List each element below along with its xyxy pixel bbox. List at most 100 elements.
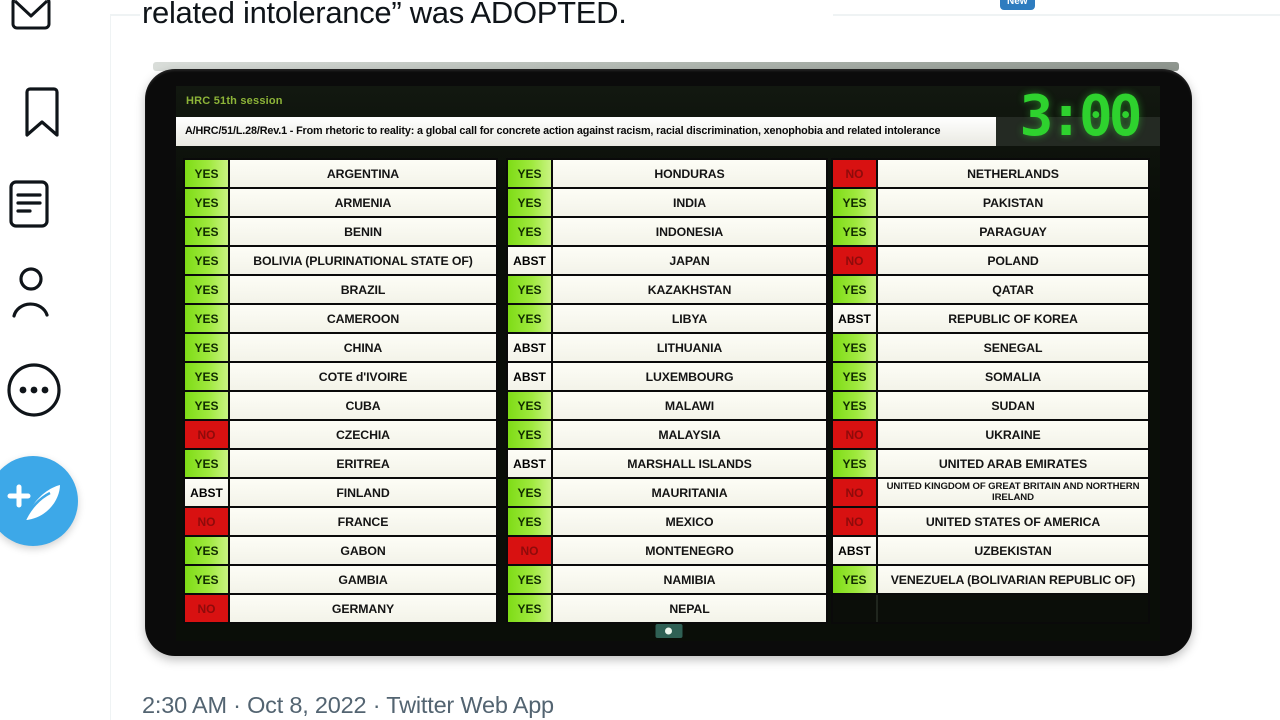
country-cell: VENEZUELA (BOLIVARIAN REPUBLIC OF) [878,566,1148,593]
vote-row: YES CUBA [185,392,496,421]
country-cell: NEPAL [553,595,826,622]
country-cell: MEXICO [553,508,826,535]
voting-board-screen: HRC 51th session A/HRC/51/L.28/Rev.1 - F… [176,86,1160,641]
vote-cell: YES [508,421,553,448]
vote-column-1: YES ARGENTINA YES ARMENIA YES BENIN YES BOLIVIA… [183,158,498,624]
vote-row: YES ARMENIA [185,189,496,218]
country-cell: UZBEKISTAN [878,537,1148,564]
vote-cell: YES [185,363,230,390]
vote-row: YES PARAGUAY [833,218,1148,247]
country-cell: LITHUANIA [553,334,826,361]
country-cell: CHINA [230,334,496,361]
vote-cell: ABST [508,247,553,274]
vote-row: ABST MARSHALL ISLANDS [508,450,826,479]
vote-row: ABST UZBEKISTAN [833,537,1148,566]
compose-feather-icon [7,484,60,523]
tweet-text: related intolerance” was ADOPTED. [142,0,627,30]
country-cell: GAMBIA [230,566,496,593]
country-cell: UKRAINE [878,421,1148,448]
profile-icon[interactable] [11,266,49,324]
vote-cell: YES [185,537,230,564]
country-cell: MAURITANIA [553,479,826,506]
vote-row: NO GERMANY [185,595,496,622]
vote-row: YES BENIN [185,218,496,247]
new-badge[interactable]: New [1000,0,1035,10]
country-cell: GERMANY [230,595,496,622]
vote-row: YES MALAYSIA [508,421,826,450]
vote-row: YES MALAWI [508,392,826,421]
lists-icon[interactable] [9,178,49,230]
top-divider [110,14,140,16]
vote-cell: YES [833,450,878,477]
country-cell: ARMENIA [230,189,496,216]
vote-row: NO UNITED KINGDOM OF GREAT BRITAIN AND NO… [833,479,1148,508]
vote-row: YES BRAZIL [185,276,496,305]
country-cell: ERITREA [230,450,496,477]
country-cell: FINLAND [230,479,496,506]
country-cell: NETHERLANDS [878,160,1148,187]
vote-cell: YES [185,450,230,477]
vote-row: ABST FINLAND [185,479,496,508]
country-cell: UNITED ARAB EMIRATES [878,450,1148,477]
country-cell: POLAND [878,247,1148,274]
vote-row: YES CAMEROON [185,305,496,334]
video-frame[interactable]: HRC 51th session A/HRC/51/L.28/Rev.1 - F… [145,69,1192,656]
country-cell: CUBA [230,392,496,419]
country-cell: COTE d'IVOIRE [230,363,496,390]
top-divider [833,14,1280,16]
vote-row: ABST LUXEMBOURG [508,363,826,392]
vote-row: YES VENEZUELA (BOLIVARIAN REPUBLIC OF) [833,566,1148,595]
vote-cell: YES [833,218,878,245]
compose-tweet-button[interactable] [0,456,78,546]
resolution-title: A/HRC/51/L.28/Rev.1 - From rhetoric to r… [176,117,996,146]
vote-cell: YES [185,276,230,303]
country-cell: BRAZIL [230,276,496,303]
country-cell: NAMIBIA [553,566,826,593]
country-cell: FRANCE [230,508,496,535]
vote-cell: YES [185,334,230,361]
vote-row: YES PAKISTAN [833,189,1148,218]
country-cell: UNITED KINGDOM OF GREAT BRITAIN AND NORT… [878,479,1148,506]
vote-cell: NO [508,537,553,564]
vote-cell: YES [508,508,553,535]
vote-row: YES ERITREA [185,450,496,479]
vote-cell: YES [185,160,230,187]
vote-cell: YES [508,392,553,419]
vote-cell: YES [833,566,878,593]
timer-band [996,117,1160,146]
vote-row: YES GAMBIA [185,566,496,595]
vote-cell: ABST [508,363,553,390]
vote-cell: YES [185,247,230,274]
vote-row: YES QATAR [833,276,1148,305]
vote-cell: YES [833,276,878,303]
vote-row: YES SENEGAL [833,334,1148,363]
vote-cell: YES [833,189,878,216]
vote-row: YES SOMALIA [833,363,1148,392]
vote-cell: NO [833,421,878,448]
country-cell: PARAGUAY [878,218,1148,245]
vote-row: NO POLAND [833,247,1148,276]
vote-cell: YES [508,305,553,332]
vote-cell: NO [185,421,230,448]
messages-icon[interactable] [11,0,51,34]
country-cell: CAMEROON [230,305,496,332]
country-cell: ARGENTINA [230,160,496,187]
vote-row: YES NEPAL [508,595,826,622]
vote-cell: ABST [833,537,878,564]
vote-cell: YES [508,218,553,245]
vote-row: NO UNITED STATES OF AMERICA [833,508,1148,537]
vote-cell: YES [185,566,230,593]
vote-row: NO NETHERLANDS [833,160,1148,189]
vote-table: YES ARGENTINA YES ARMENIA YES BENIN YES BOLIVIA… [183,158,1150,624]
vote-cell: NO [185,508,230,535]
vote-row: YES COTE d'IVOIRE [185,363,496,392]
vote-row: YES UNITED ARAB EMIRATES [833,450,1148,479]
vote-column-2: YES HONDURAS YES INDIA YES INDONESIA ABST JAPAN… [506,158,828,624]
vote-cell: YES [185,189,230,216]
vote-cell [833,595,878,622]
vote-timer: 3:00 [1019,86,1143,149]
more-icon[interactable] [6,362,62,418]
country-cell: BOLIVIA (PLURINATIONAL STATE OF) [230,247,496,274]
vote-row: YES MAURITANIA [508,479,826,508]
bookmarks-icon[interactable] [24,87,60,137]
